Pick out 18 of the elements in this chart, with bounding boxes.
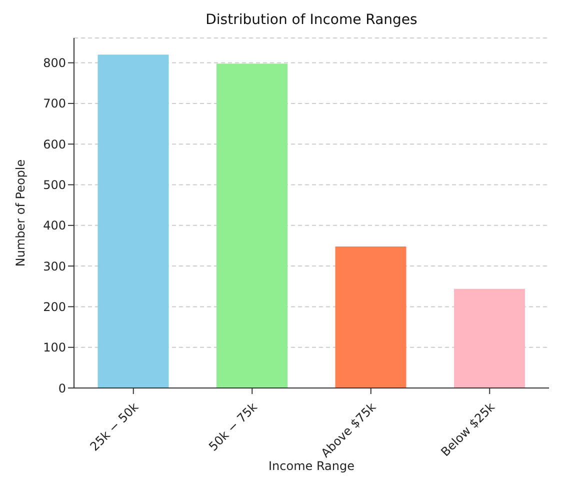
y-tick-label: 800 bbox=[43, 56, 66, 70]
bar bbox=[335, 246, 406, 388]
bar bbox=[216, 64, 288, 388]
y-axis-title: Number of People bbox=[13, 159, 28, 267]
chart-title: Distribution of Income Ranges bbox=[204, 12, 418, 28]
y-tick-label: 500 bbox=[43, 178, 66, 192]
y-tick-label: 400 bbox=[43, 218, 66, 233]
y-tick-label: 700 bbox=[43, 96, 66, 111]
y-tick-label: 0 bbox=[58, 381, 66, 396]
y-tick-label: 100 bbox=[43, 340, 66, 355]
bar bbox=[454, 288, 525, 388]
x-axis-title: Income Range bbox=[268, 459, 355, 473]
y-tick-label: 600 bbox=[43, 137, 66, 152]
bar bbox=[98, 54, 169, 388]
x-tick-label: 50k − 75k bbox=[206, 400, 260, 454]
y-tick-label: 300 bbox=[43, 259, 66, 274]
y-tick-label: 200 bbox=[43, 300, 66, 314]
x-tick-label: 25k − 50k bbox=[87, 400, 142, 454]
